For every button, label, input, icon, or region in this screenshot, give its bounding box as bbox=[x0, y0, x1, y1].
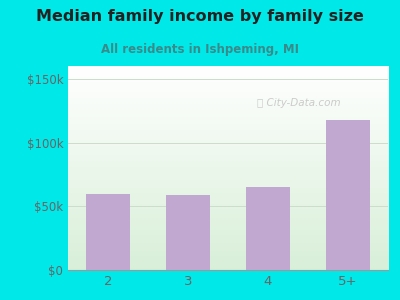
Bar bbox=[166, 195, 210, 270]
Text: All residents in Ishpeming, MI: All residents in Ishpeming, MI bbox=[101, 44, 299, 56]
Bar bbox=[326, 119, 370, 270]
Text: Ⓜ City-Data.com: Ⓜ City-Data.com bbox=[256, 98, 340, 108]
Bar bbox=[246, 187, 290, 270]
Text: Median family income by family size: Median family income by family size bbox=[36, 9, 364, 24]
Bar bbox=[86, 194, 130, 270]
